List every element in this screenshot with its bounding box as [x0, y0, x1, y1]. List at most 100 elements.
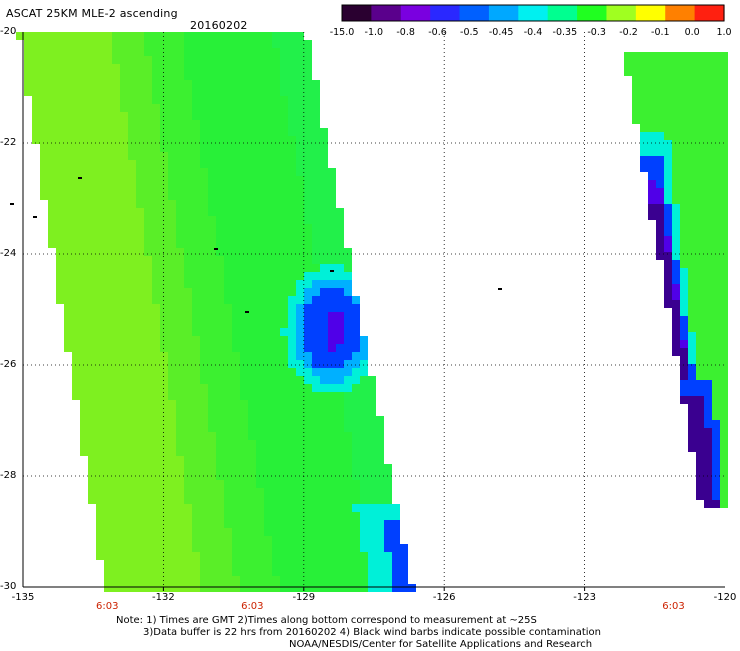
swath-cell — [88, 296, 96, 304]
swath-cell — [328, 232, 336, 240]
swath-cell — [136, 232, 144, 240]
swath-cell — [344, 392, 352, 400]
swath-cell — [216, 312, 224, 320]
swath-cell — [280, 368, 288, 376]
swath-cell — [200, 344, 208, 352]
swath-cell — [168, 560, 176, 568]
swath-cell — [248, 576, 256, 584]
swath-cell — [296, 384, 304, 392]
swath-cell — [240, 128, 248, 136]
swath-cell — [296, 344, 304, 352]
swath-cell — [224, 144, 232, 152]
swath-cell — [216, 408, 224, 416]
swath-cell — [264, 40, 272, 48]
swath-cell — [64, 136, 72, 144]
swath-cell — [152, 312, 160, 320]
swath-cell — [240, 416, 248, 424]
swath-cell — [192, 432, 200, 440]
swath-cell — [64, 296, 72, 304]
swath-cell — [248, 424, 256, 432]
swath-cell — [176, 544, 184, 552]
swath-cell — [680, 236, 688, 244]
swath-cell — [168, 440, 176, 448]
swath-cell — [40, 152, 48, 160]
swath-cell — [80, 192, 88, 200]
swath-cell — [184, 40, 192, 48]
swath-cell — [120, 376, 128, 384]
swath-cell — [152, 304, 160, 312]
swath-cell — [712, 404, 720, 412]
swath-cell — [120, 120, 128, 128]
swath-cell — [672, 244, 680, 252]
swath-cell — [272, 328, 280, 336]
swath-cell — [224, 96, 232, 104]
swath-cell — [264, 312, 272, 320]
swath-cell — [256, 136, 264, 144]
swath-cell — [656, 60, 664, 68]
swath-cell — [192, 48, 200, 56]
swath-cell — [640, 76, 648, 84]
swath-cell — [96, 512, 104, 520]
swath-cell — [192, 272, 200, 280]
colorbar-segment — [665, 5, 696, 21]
swath-cell — [168, 288, 176, 296]
swath-cell — [120, 192, 128, 200]
swath-cell — [256, 456, 264, 464]
swath-cell — [272, 200, 280, 208]
swath-cell — [80, 136, 88, 144]
swath-cell — [184, 408, 192, 416]
swath-cell — [672, 268, 680, 276]
swath-cell — [88, 80, 96, 88]
swath-cell — [88, 112, 96, 120]
swath-cell — [184, 224, 192, 232]
swath-cell — [176, 344, 184, 352]
swath-cell — [232, 512, 240, 520]
colorbar-segment — [547, 5, 578, 21]
swath-cell — [160, 88, 168, 96]
swath-cell — [680, 308, 688, 316]
swath-cell — [104, 320, 112, 328]
swath-cell — [320, 184, 328, 192]
swath-cell — [24, 64, 32, 72]
swath-cell — [216, 568, 224, 576]
swath-cell — [176, 480, 184, 488]
swath-cell — [160, 40, 168, 48]
swath-cell — [48, 168, 56, 176]
swath-cell — [112, 152, 120, 160]
swath-cell — [264, 48, 272, 56]
swath-cell — [152, 320, 160, 328]
swath-cell — [224, 552, 232, 560]
swath-cell — [368, 480, 376, 488]
swath-cell — [136, 456, 144, 464]
pass-time-label: 6:03 — [662, 601, 685, 612]
swath-cell — [24, 72, 32, 80]
swath-cell — [656, 140, 664, 148]
swath-cell — [232, 520, 240, 528]
swath-cell — [144, 216, 152, 224]
swath-cell — [320, 560, 328, 568]
swath-cell — [320, 456, 328, 464]
swath-cell — [96, 208, 104, 216]
swath-cell — [168, 56, 176, 64]
swath-cell — [640, 92, 648, 100]
latitude-tick-label: -26 — [0, 359, 17, 370]
swath-cell — [64, 336, 72, 344]
swath-cell — [128, 168, 136, 176]
swath-cell — [152, 440, 160, 448]
swath-cell — [224, 264, 232, 272]
swath-cell — [280, 144, 288, 152]
swath-cell — [200, 216, 208, 224]
swath-cell — [208, 408, 216, 416]
swath-cell — [120, 456, 128, 464]
swath-cell — [712, 492, 720, 500]
swath-cell — [144, 312, 152, 320]
swath-cell — [176, 208, 184, 216]
swath-cell — [280, 448, 288, 456]
swath-cell — [184, 360, 192, 368]
swath-cell — [168, 120, 176, 128]
swath-cell — [96, 232, 104, 240]
swath-cell — [248, 288, 256, 296]
swath-cell — [216, 360, 224, 368]
swath-cell — [720, 68, 728, 76]
swath-cell — [304, 576, 312, 584]
